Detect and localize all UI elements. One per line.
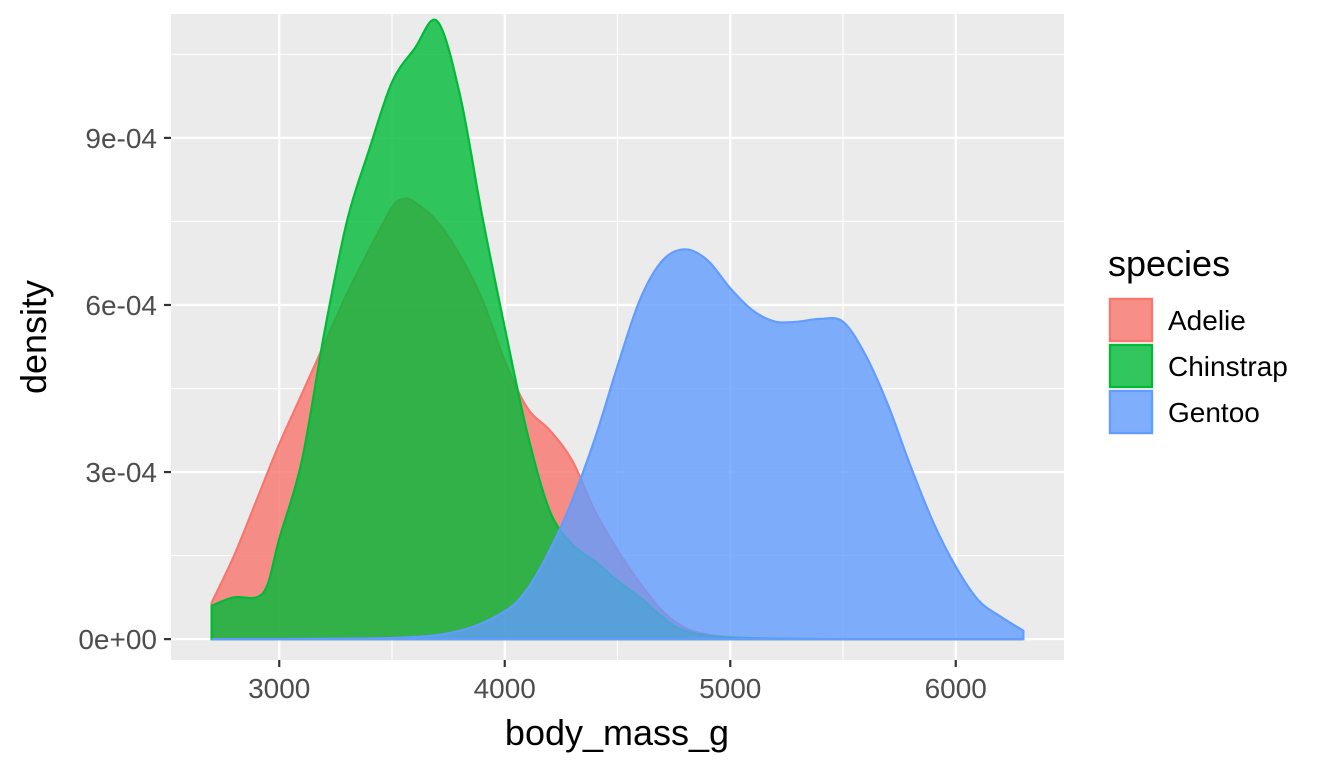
density-area-gentoo xyxy=(211,249,1024,640)
density-area-chinstrap xyxy=(211,19,1024,640)
legend-title: species xyxy=(1108,243,1230,284)
y-tick-label: 6e-04 xyxy=(85,290,157,321)
y-tick-label: 0e+00 xyxy=(78,624,157,655)
legend-label-adelie: Adelie xyxy=(1168,305,1246,336)
x-axis-label: body_mass_g xyxy=(505,712,729,753)
y-axis: 0e+00 3e-04 6e-04 9e-04 xyxy=(78,123,171,655)
x-tick-label: 6000 xyxy=(925,673,987,704)
legend-key-chinstrap xyxy=(1108,343,1154,389)
legend: species Adelie Chinstrap Gentoo xyxy=(1108,243,1288,435)
y-tick-label: 9e-04 xyxy=(85,123,157,154)
legend-key-adelie xyxy=(1108,297,1154,343)
x-tick-label: 5000 xyxy=(699,673,761,704)
series-layer xyxy=(210,18,1025,641)
y-tick-label: 3e-04 xyxy=(85,457,157,488)
legend-label-gentoo: Gentoo xyxy=(1168,397,1260,428)
legend-label-chinstrap: Chinstrap xyxy=(1168,351,1288,382)
x-tick-label: 3000 xyxy=(248,673,310,704)
x-axis: 3000 4000 5000 6000 xyxy=(248,660,987,704)
y-axis-label: density xyxy=(13,280,54,394)
legend-key-gentoo xyxy=(1108,389,1154,435)
x-tick-label: 4000 xyxy=(474,673,536,704)
density-outline-gentoo xyxy=(211,248,1025,641)
